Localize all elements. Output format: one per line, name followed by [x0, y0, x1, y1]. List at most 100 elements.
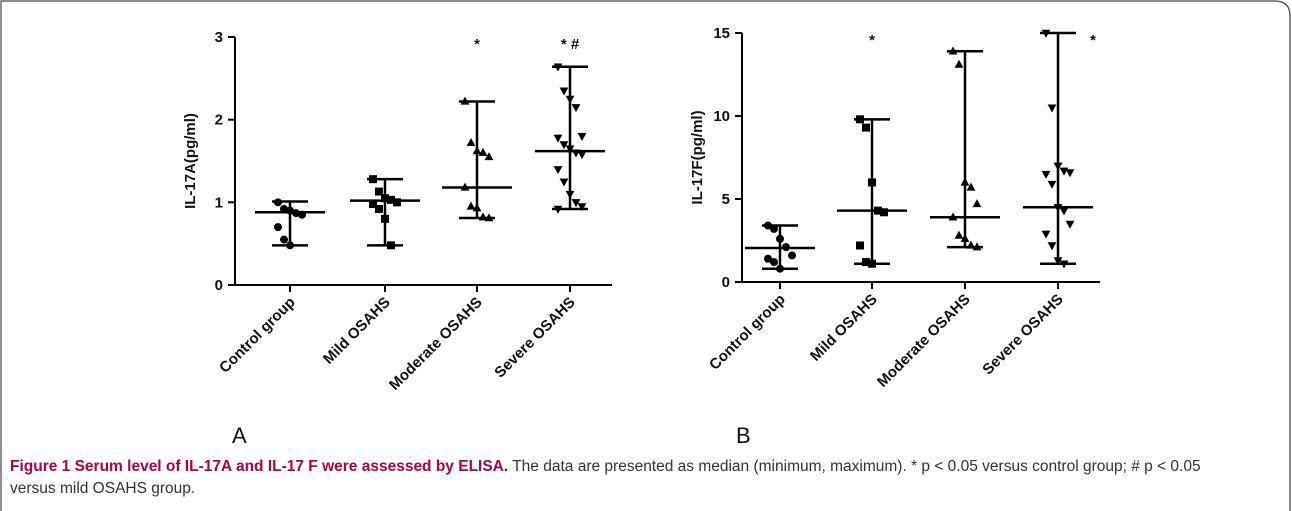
data-point — [553, 166, 563, 175]
data-point — [1059, 207, 1069, 216]
annotation: * — [869, 32, 875, 49]
data-point — [484, 152, 494, 161]
data-point — [369, 175, 377, 184]
data-point — [868, 259, 876, 268]
y-tick-label: 3 — [215, 29, 223, 46]
x-tick-label: Mild OSAHS — [807, 291, 881, 365]
x-tick-label: Moderate OSAHS — [874, 291, 974, 391]
y-tick-label: 0 — [215, 277, 223, 294]
data-point — [880, 208, 888, 217]
data-point — [286, 241, 294, 250]
data-point — [1041, 230, 1051, 239]
data-point — [770, 258, 778, 267]
y-tick-label: 5 — [722, 191, 730, 208]
annotation: * — [474, 36, 480, 53]
caption: Figure 1 Serum level of IL-17A and IL-17… — [10, 456, 1250, 500]
data-point — [960, 177, 970, 186]
data-point — [577, 151, 587, 160]
data-point — [571, 199, 581, 208]
data-point — [868, 178, 876, 187]
data-point — [856, 115, 864, 124]
data-point — [478, 147, 488, 156]
data-point — [460, 96, 470, 105]
y-tick-label: 15 — [713, 25, 730, 42]
data-point — [280, 235, 288, 244]
data-point — [298, 210, 306, 219]
data-point — [553, 134, 563, 143]
data-point — [1053, 204, 1063, 213]
data-point — [565, 95, 575, 104]
data-point — [764, 221, 772, 230]
data-point — [381, 214, 389, 223]
data-point — [782, 243, 790, 252]
data-point — [856, 241, 864, 250]
x-tick-label: Moderate OSAHS — [386, 294, 486, 394]
data-point — [387, 241, 395, 250]
data-point — [286, 206, 294, 215]
x-tick-label: Severe OSAHS — [979, 291, 1066, 378]
data-point — [972, 242, 982, 251]
y-tick-label: 10 — [713, 108, 730, 125]
data-point — [565, 190, 575, 199]
data-point — [862, 123, 870, 132]
data-point — [948, 212, 958, 221]
panel-label: B — [736, 423, 751, 448]
data-point — [1047, 242, 1057, 251]
data-point — [1065, 169, 1075, 178]
data-point — [764, 254, 772, 263]
x-tick-label: Control group — [706, 291, 789, 374]
data-point — [1047, 180, 1057, 189]
data-point — [948, 46, 958, 55]
data-point — [393, 198, 401, 207]
data-point — [954, 230, 964, 239]
data-point — [466, 201, 476, 210]
caption-text: The data are presented as median (minimu… — [10, 458, 1201, 497]
x-tick-label: Mild OSAHS — [320, 294, 394, 368]
data-point — [559, 141, 569, 150]
data-point — [1059, 260, 1069, 269]
data-point — [1041, 29, 1051, 38]
data-point — [553, 63, 563, 72]
data-point — [1065, 220, 1075, 229]
data-point — [966, 240, 976, 249]
data-point — [472, 203, 482, 212]
data-point — [472, 146, 482, 155]
x-tick-label: Severe OSAHS — [491, 294, 578, 381]
data-point — [776, 264, 784, 273]
data-point — [375, 204, 383, 213]
data-point — [559, 87, 569, 96]
data-point — [1053, 162, 1063, 171]
data-point — [571, 104, 581, 113]
data-point — [972, 199, 982, 208]
data-point — [960, 234, 970, 243]
y-tick-label: 2 — [215, 112, 223, 129]
y-tick-label: 0 — [722, 274, 730, 291]
data-point — [966, 182, 976, 191]
y-tick-label: 1 — [215, 194, 223, 211]
y-axis-label: IL-17A(pg/ml) — [182, 113, 199, 209]
data-point — [292, 209, 300, 218]
data-point — [1041, 170, 1051, 179]
data-point — [565, 145, 575, 154]
data-point — [274, 198, 282, 207]
y-axis-label: IL-17F(pg/ml) — [689, 110, 706, 204]
annotation: * — [1090, 32, 1096, 49]
data-point — [770, 224, 778, 233]
data-point — [1047, 104, 1057, 113]
caption-title: Figure 1 Serum level of IL-17A and IL-17… — [10, 458, 509, 475]
data-point — [559, 178, 569, 187]
data-point — [577, 203, 587, 212]
data-point — [776, 234, 784, 243]
data-point — [788, 251, 796, 260]
data-point — [577, 133, 587, 141]
panel-label: A — [232, 423, 247, 448]
data-point — [484, 213, 494, 222]
data-point — [466, 138, 476, 147]
data-point — [553, 205, 563, 214]
annotation: * # — [561, 36, 580, 53]
data-point — [460, 182, 470, 191]
data-point — [280, 204, 288, 213]
